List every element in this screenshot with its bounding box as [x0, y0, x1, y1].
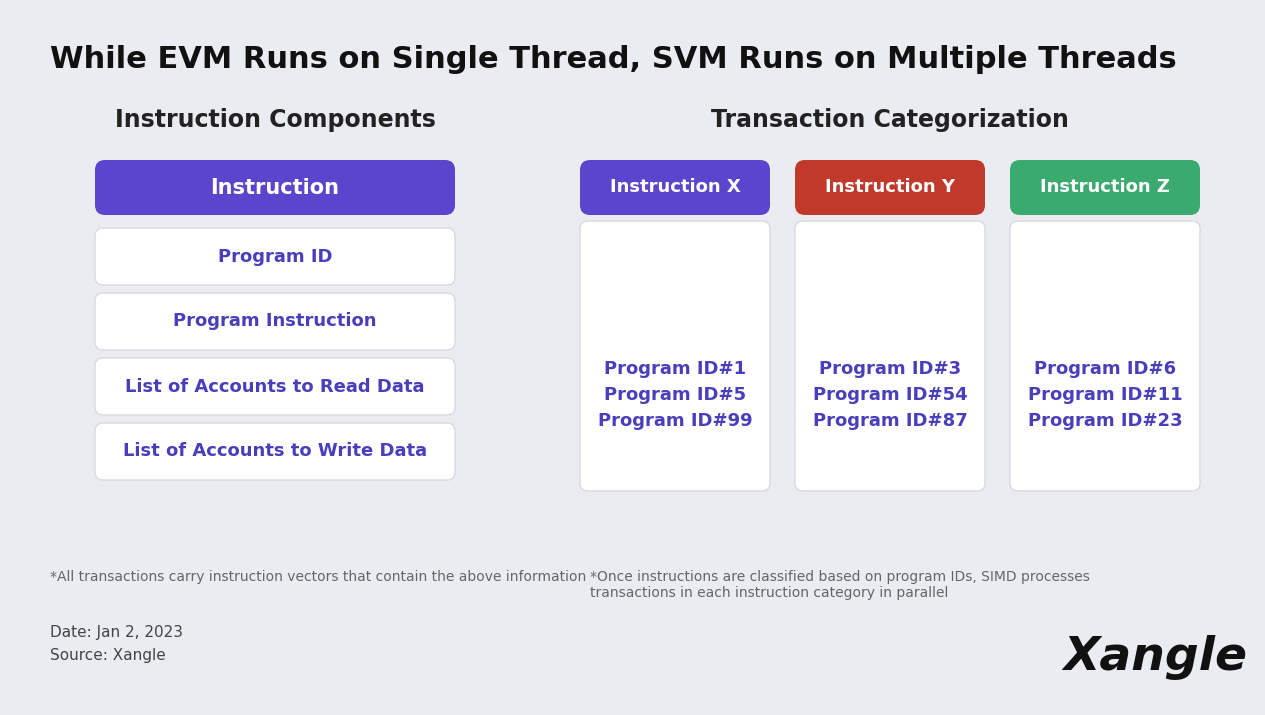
- FancyBboxPatch shape: [1009, 221, 1200, 491]
- Text: *All transactions carry instruction vectors that contain the above information: *All transactions carry instruction vect…: [51, 570, 586, 584]
- Text: Instruction: Instruction: [210, 177, 339, 197]
- FancyBboxPatch shape: [95, 160, 455, 215]
- FancyBboxPatch shape: [95, 293, 455, 350]
- Text: Program Instruction: Program Instruction: [173, 312, 377, 330]
- Text: transactions in each instruction category in parallel: transactions in each instruction categor…: [589, 586, 949, 600]
- FancyBboxPatch shape: [1009, 160, 1200, 215]
- Text: Instruction Y: Instruction Y: [825, 179, 955, 197]
- Text: Source: Xangle: Source: Xangle: [51, 648, 166, 663]
- Text: Program ID#1: Program ID#1: [603, 360, 746, 378]
- Text: Program ID#54: Program ID#54: [812, 387, 968, 405]
- Text: Program ID#6: Program ID#6: [1034, 360, 1176, 378]
- Text: Instruction X: Instruction X: [610, 179, 740, 197]
- Text: *Once instructions are classified based on program IDs, SIMD processes: *Once instructions are classified based …: [589, 570, 1090, 584]
- Text: Instruction Z: Instruction Z: [1040, 179, 1170, 197]
- Text: Transaction Categorization: Transaction Categorization: [711, 108, 1069, 132]
- FancyBboxPatch shape: [794, 221, 985, 491]
- Text: Program ID#3: Program ID#3: [818, 360, 961, 378]
- Text: Program ID#5: Program ID#5: [603, 387, 746, 405]
- Text: While EVM Runs on Single Thread, SVM Runs on Multiple Threads: While EVM Runs on Single Thread, SVM Run…: [51, 45, 1176, 74]
- Text: List of Accounts to Write Data: List of Accounts to Write Data: [123, 443, 428, 460]
- Text: Program ID#99: Program ID#99: [597, 413, 753, 430]
- FancyBboxPatch shape: [95, 423, 455, 480]
- Text: Instruction Components: Instruction Components: [115, 108, 435, 132]
- Text: Date: Jan 2, 2023: Date: Jan 2, 2023: [51, 625, 183, 640]
- FancyBboxPatch shape: [579, 221, 770, 491]
- Text: Program ID#23: Program ID#23: [1027, 413, 1183, 430]
- FancyBboxPatch shape: [95, 228, 455, 285]
- FancyBboxPatch shape: [794, 160, 985, 215]
- Text: Program ID: Program ID: [218, 247, 333, 265]
- FancyBboxPatch shape: [579, 160, 770, 215]
- FancyBboxPatch shape: [95, 358, 455, 415]
- Text: Xangle: Xangle: [1063, 636, 1247, 681]
- Text: Program ID#87: Program ID#87: [812, 413, 968, 430]
- Text: Program ID#11: Program ID#11: [1027, 387, 1183, 405]
- Text: List of Accounts to Read Data: List of Accounts to Read Data: [125, 378, 425, 395]
